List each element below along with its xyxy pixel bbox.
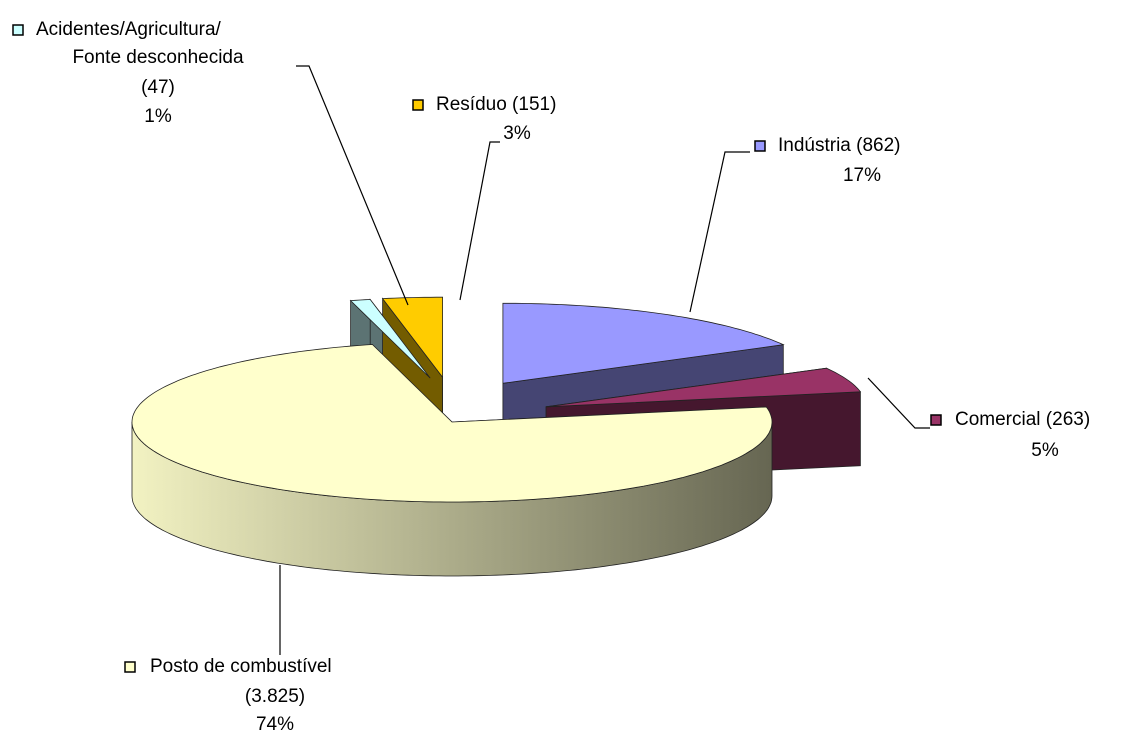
legend-marker <box>412 99 424 111</box>
value-label: 3% <box>503 123 531 144</box>
pie-slice <box>349 299 431 379</box>
leader-line <box>689 151 750 313</box>
pie-slice <box>381 296 444 379</box>
pie-tops <box>131 296 862 503</box>
leader-line <box>459 141 500 301</box>
leader-lines <box>279 65 930 655</box>
pie-slice <box>131 344 773 503</box>
category-label: (3.825) <box>245 686 305 707</box>
legend-marker <box>124 661 136 673</box>
legend-marker <box>754 140 766 152</box>
category-label: Indústria (862) <box>778 135 901 156</box>
legend-marker <box>930 414 942 426</box>
value-label: 74% <box>256 714 294 735</box>
category-label: Fonte desconhecida <box>72 47 244 68</box>
leader-line <box>296 65 409 306</box>
legend-marker <box>12 24 24 36</box>
value-label: 17% <box>843 165 881 186</box>
category-label: (47) <box>141 77 175 98</box>
category-label: Posto de combustível <box>150 656 332 677</box>
leader-line <box>867 377 930 429</box>
value-label: 1% <box>144 106 172 127</box>
value-label: 5% <box>1031 440 1059 461</box>
category-label: Comercial (263) <box>955 409 1090 430</box>
pie-slice <box>546 367 862 408</box>
labels: Indústria (862) 17% Comercial (263) 5% Posto… <box>12 19 1090 735</box>
pie-slice <box>502 302 785 384</box>
category-label: Resíduo (151) <box>436 94 556 115</box>
category-label: Acidentes/Agricultura/ <box>36 19 222 40</box>
